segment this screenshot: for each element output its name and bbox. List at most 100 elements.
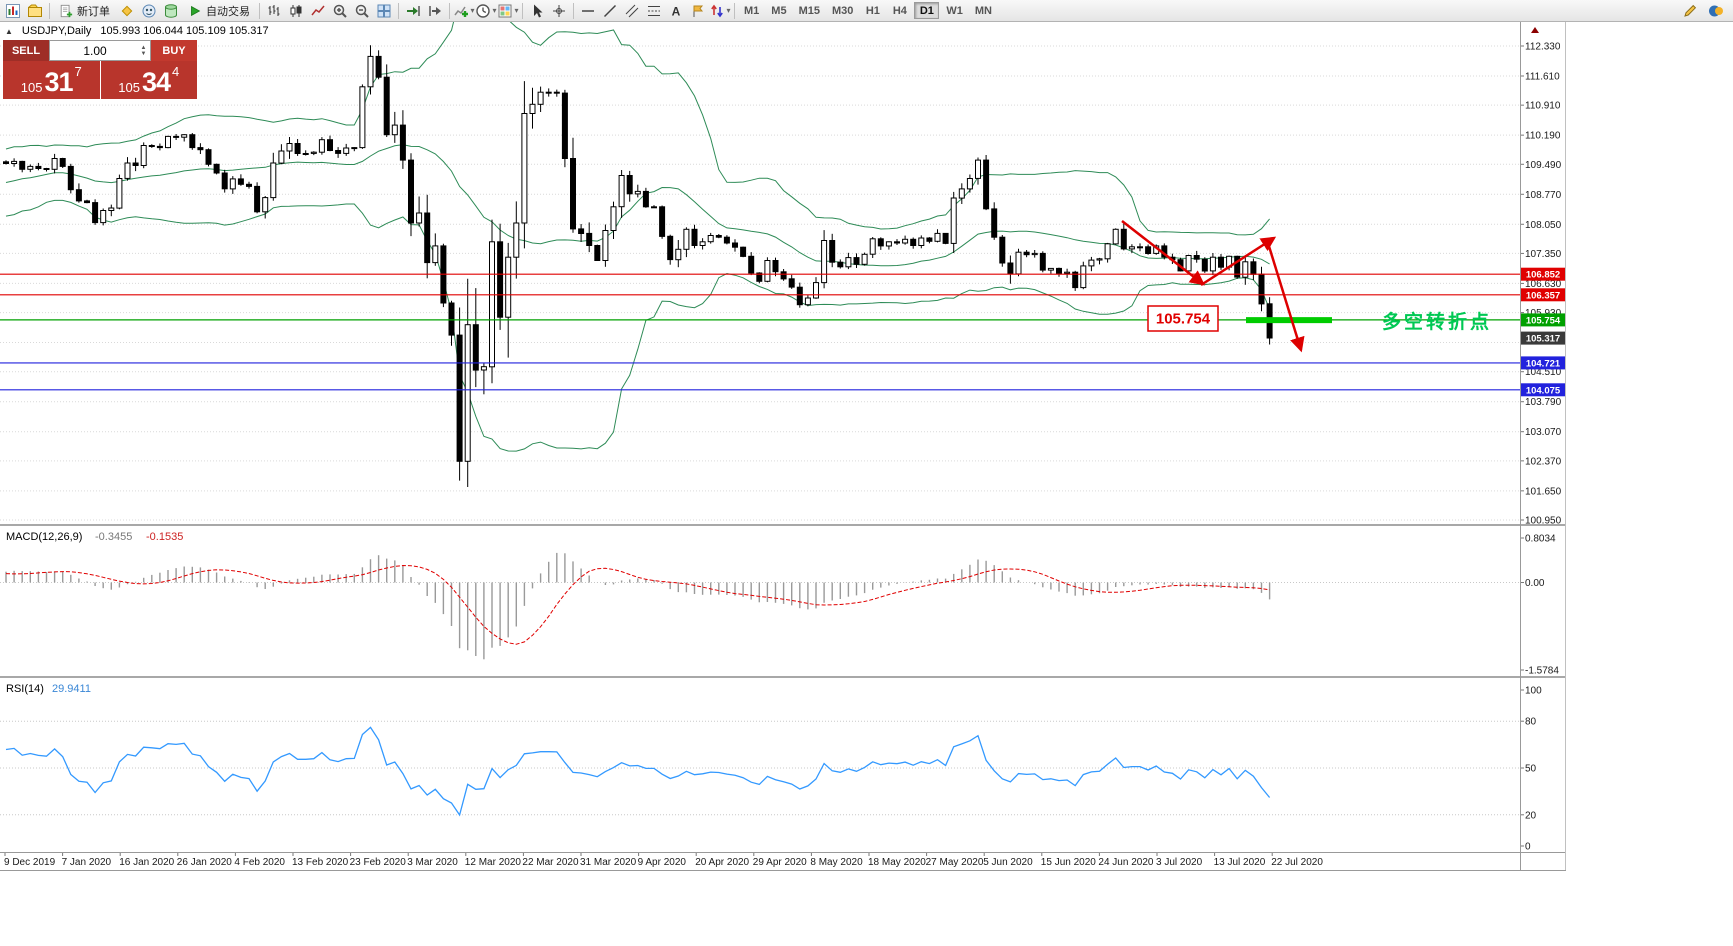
horizontal-line-icon[interactable] [577,1,599,20]
candle-body [1104,243,1111,260]
candle-body [999,236,1006,264]
cursor-icon[interactable] [526,1,548,20]
tile-windows-icon[interactable] [373,1,395,20]
candle-body [740,246,747,257]
new-order-button[interactable]: 新订单 [53,1,116,20]
volume-stepper: ▲ ▼ [138,41,149,60]
candle-body [116,178,123,209]
rsi-line [5,726,1271,817]
indicators-icon[interactable]: ▾ [453,1,475,20]
trend-arrow[interactable] [1200,236,1277,287]
price-scale-label: 106.630 [1525,279,1562,290]
sell-button[interactable]: SELL [3,40,49,61]
price-scale-label: 107.350 [1525,249,1562,260]
candle-body [796,286,803,306]
candle-body [132,162,139,166]
fibonacci-icon[interactable] [643,1,665,20]
candle-body [1250,261,1257,275]
line-chart-icon[interactable] [307,1,329,20]
candle-body [84,200,90,204]
expert-advisors-icon[interactable] [138,1,160,20]
trendline-icon[interactable] [599,1,621,20]
autotrading-button[interactable]: 自动交易 [182,1,256,20]
toolbar-separator [522,2,523,19]
text-label-icon[interactable] [687,1,709,20]
candle-body [108,207,115,211]
toolbar: 新订单 自动交易 ▾ ▾ ▾ A ▾ M1 M5 M15 M30 H1 H4 D1 W1 MN [0,0,1733,22]
timeframe-mn-button[interactable]: MN [974,4,992,17]
candle-body [1218,256,1224,268]
price-callout-box[interactable] [1147,305,1219,332]
candle-body [877,238,884,247]
volume-down-icon[interactable]: ▼ [140,50,147,57]
candle-body [1088,259,1095,267]
zoom-in-icon[interactable] [329,1,351,20]
arrows-icon[interactable]: ▾ [709,1,731,20]
text-icon[interactable]: A [665,1,687,20]
timeframe-m5-button[interactable]: M5 [771,4,787,17]
candle-body [983,159,990,210]
candle-body [1096,258,1103,261]
timeframe-d1-button[interactable]: D1 [914,2,940,19]
svg-text:A: A [672,4,681,18]
candle-body [254,185,261,213]
periods-icon[interactable]: ▾ [475,1,497,20]
candle-body [958,188,965,199]
price-scale-label: 104.510 [1525,367,1562,378]
date-label: 13 Jul 2020 [1214,857,1266,868]
candle-body [1112,228,1119,245]
chevron-down-icon: ▾ [470,6,475,15]
candle-body [221,172,228,190]
edit-icon[interactable] [1679,1,1701,20]
buy-price-main: 105 [118,80,140,95]
metaeditor-icon[interactable] [116,1,138,20]
timeframe-m30-button[interactable]: M30 [831,4,854,17]
crosshair-icon[interactable] [548,1,570,20]
chart-shift-icon[interactable] [424,1,446,20]
bar-chart-icon[interactable] [263,1,285,20]
timeframe-h1-button[interactable]: H1 [865,4,880,17]
volume-input[interactable] [50,43,150,58]
equidistant-channel-icon[interactable] [621,1,643,20]
candle-body [19,160,26,170]
zoom-out-icon[interactable] [351,1,373,20]
candle-body [1209,256,1216,272]
new-chart-icon[interactable] [2,1,24,20]
candle-body [1145,246,1152,255]
auto-scroll-icon[interactable] [402,1,424,20]
timeframe-m1-button[interactable]: M1 [744,4,760,17]
candle-body [829,240,836,263]
trend-arrow[interactable] [1266,242,1305,353]
candle-body [1031,252,1038,256]
sell-price-panel[interactable]: 105 31 7 [3,61,100,99]
history-center-icon[interactable] [160,1,182,20]
volume-up-icon[interactable]: ▲ [140,44,147,51]
metaquotes-logo-icon[interactable] [1705,1,1727,20]
candle-body [213,163,220,174]
sell-price-main: 105 [20,80,43,95]
timeframe-w1-button[interactable]: W1 [946,4,963,17]
buy-price-panel[interactable]: 105 34 4 [100,61,197,99]
templates-icon[interactable]: ▾ [497,1,519,20]
candle-body [1242,261,1249,278]
trend-arrow[interactable] [1121,220,1205,286]
price-scale-label: 110.190 [1525,131,1561,142]
rsi-scale-label: 50 [1525,764,1537,775]
candle-body [464,324,471,462]
candle-body [27,165,34,170]
profiles-icon[interactable] [24,1,46,20]
buy-button[interactable]: BUY [151,40,197,61]
oct-toggle-icon[interactable]: ▲ [5,26,13,36]
candle-body [1007,262,1014,275]
candle-body [675,248,682,261]
sell-price-big: 31 [44,67,73,97]
candle-body [821,240,828,284]
timeframe-m15-button[interactable]: M15 [798,4,820,17]
candle-body [788,278,795,288]
timeframe-h4-button[interactable]: H4 [892,4,907,17]
candle-body [270,162,277,199]
candle-body [699,241,706,247]
candle-body [1120,228,1127,250]
candlestick-chart-icon[interactable] [285,1,307,20]
